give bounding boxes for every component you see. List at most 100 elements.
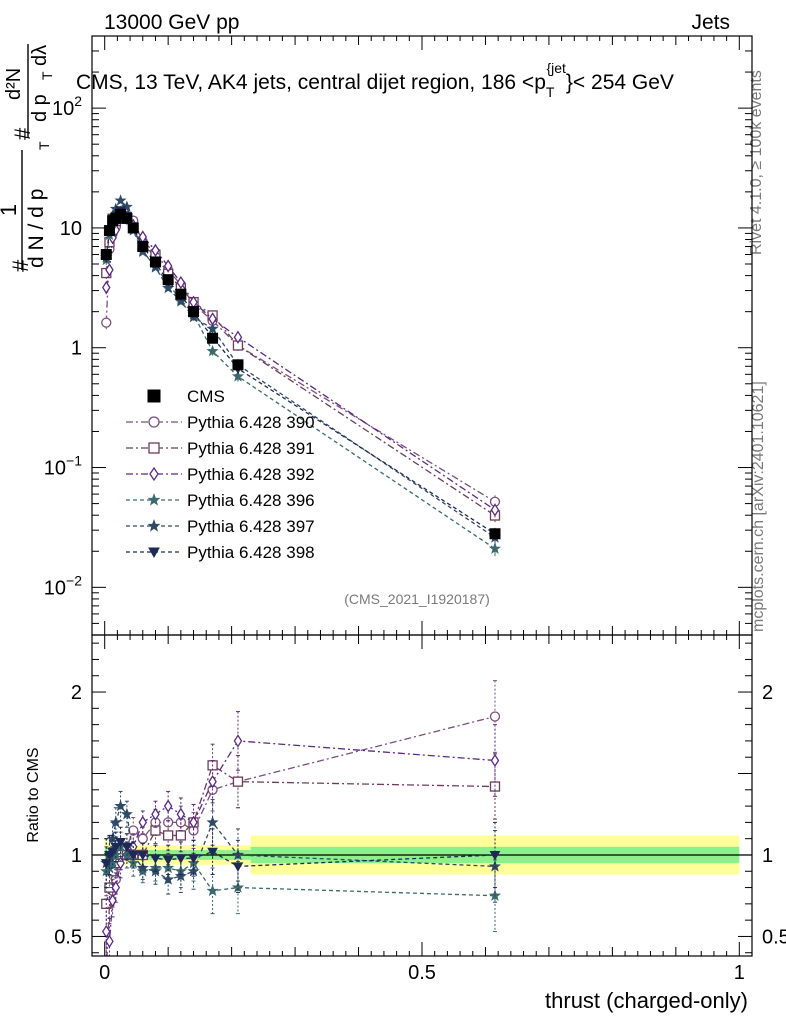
data-point-triangle [100, 859, 112, 869]
data-point-star [206, 884, 219, 897]
data-point-diamond [176, 275, 186, 290]
data-point-triangle [137, 850, 149, 861]
ylabel-den-sub: T [36, 141, 52, 150]
data-point-star [206, 816, 219, 828]
y-tick-label: 10−1 [44, 453, 82, 480]
data-point-star [206, 322, 219, 334]
data-point-triangle [115, 837, 126, 848]
data-point-square [175, 830, 186, 841]
ratio-frame [91, 634, 753, 957]
data-point-diamond [233, 734, 243, 748]
y-tick-label: 102 [52, 93, 82, 120]
data-point-filled-square [162, 274, 174, 286]
y-tick-label: 1 [71, 338, 82, 360]
data-point-triangle [121, 842, 133, 853]
data-point-triangle [188, 854, 199, 864]
data-point-diamond [151, 243, 160, 258]
data-point-filled-square [127, 222, 139, 234]
data-point-filled-square [100, 249, 112, 261]
data-point-diamond [138, 815, 148, 830]
ylabel-frac-den: d N / d p [25, 189, 48, 268]
data-point-filled-square [137, 240, 149, 252]
data-point-filled-square [207, 332, 219, 344]
series-line [105, 213, 496, 503]
data-point-triangle [127, 850, 139, 861]
ylabel-hash: # [8, 259, 33, 272]
data-point-star [120, 200, 133, 213]
legend-label: Pythia 6.428 397 [187, 517, 315, 536]
data-point-diamond [105, 263, 114, 277]
ylabel-dpt-sub: T [39, 71, 55, 80]
data-point-filled-square [121, 212, 133, 224]
series-line [105, 199, 496, 539]
legend-label: CMS [187, 387, 225, 406]
x-axis-label: thrust (charged-only) [545, 988, 748, 1013]
ratio-y-tick-label: 2 [71, 682, 82, 704]
data-point-diamond [233, 330, 243, 344]
data-point-diamond [208, 774, 217, 789]
ylabel-dlambda: dλ [29, 45, 51, 66]
data-point-diamond [105, 934, 114, 949]
data-point-diamond [189, 815, 198, 830]
data-point-star [136, 861, 149, 874]
data-point-square [232, 776, 244, 787]
series-line [105, 210, 496, 550]
data-point-circle [137, 833, 148, 844]
axes: 0 0.5 1 10−2 10−1 1 10 102 0.5 0.5 1 1 2 2 [44, 35, 786, 984]
ratio-y-tick-label: 0.5 [54, 926, 82, 948]
ratio-y-tick-label-right: 1 [762, 845, 773, 867]
data-point-star [114, 194, 127, 206]
x-tick-label: 1 [734, 962, 745, 984]
data-point-filled-square [103, 225, 115, 237]
ratio-series [100, 680, 502, 956]
data-point-filled-square [489, 528, 501, 540]
ratio-y-tick-label-right: 0.5 [762, 926, 786, 948]
legend: CMS Pythia 6.428 390 Pythia 6.428 391 Pythi… [126, 387, 315, 562]
rivet-label: Rivet 4.1.0, ≥ 100k events [748, 70, 765, 255]
data-point-circle [101, 317, 112, 328]
y-tick-label: 10 [60, 218, 82, 240]
analysis-id: (CMS_2021_I1920187) [344, 591, 490, 607]
x-tick-label: 0 [99, 962, 110, 984]
data-point-filled-square [149, 256, 161, 268]
legend-label: Pythia 6.428 396 [187, 491, 315, 510]
data-point-circle [489, 711, 501, 722]
data-point-star [206, 344, 219, 357]
data-point-diamond [111, 880, 121, 895]
data-point-filled-square [175, 288, 187, 300]
main-series [100, 194, 502, 557]
data-point-diamond [176, 807, 186, 821]
data-point-square [148, 442, 160, 454]
ylabel-dpt: d p [29, 94, 51, 122]
data-point-diamond [102, 924, 111, 939]
data-point-triangle [175, 854, 187, 864]
data-point-filled-square [232, 359, 244, 371]
data-point-diamond [102, 280, 111, 295]
data-point-filled-square [188, 306, 200, 318]
legend-label: Pythia 6.428 398 [187, 543, 315, 562]
data-point-star [488, 860, 502, 872]
legend-label: Pythia 6.428 391 [187, 439, 315, 458]
header-right: Jets [691, 11, 730, 34]
data-point-diamond [108, 893, 117, 908]
ratio-y-tick-label-right: 2 [762, 682, 773, 704]
data-point-triangle [148, 547, 160, 559]
ylabel-frac-num: 1 [0, 204, 21, 216]
data-point-diamond [149, 466, 159, 482]
y-axis-label-main: # 1 d N / d p T # d²N d p T dλ [0, 44, 55, 272]
ylabel-hash2: # [10, 127, 35, 140]
data-point-square [163, 830, 174, 841]
data-point-star [147, 519, 161, 532]
data-point-triangle [232, 862, 244, 872]
data-point-star [488, 542, 502, 554]
x-tick-label: 0.5 [408, 962, 436, 984]
mcplots-label: mcplots.cern.ch [arXiv:2401.10621] [750, 381, 767, 632]
ylabel-d2n: d²N [3, 68, 25, 100]
data-point-triangle [489, 850, 501, 861]
header-left: 13000 GeV pp [104, 11, 239, 34]
data-point-diamond [490, 503, 500, 517]
data-point-circle [148, 416, 160, 428]
data-point-triangle [207, 847, 218, 858]
data-point-triangle [110, 842, 122, 853]
